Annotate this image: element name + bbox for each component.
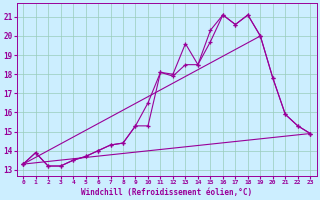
- X-axis label: Windchill (Refroidissement éolien,°C): Windchill (Refroidissement éolien,°C): [81, 188, 252, 197]
